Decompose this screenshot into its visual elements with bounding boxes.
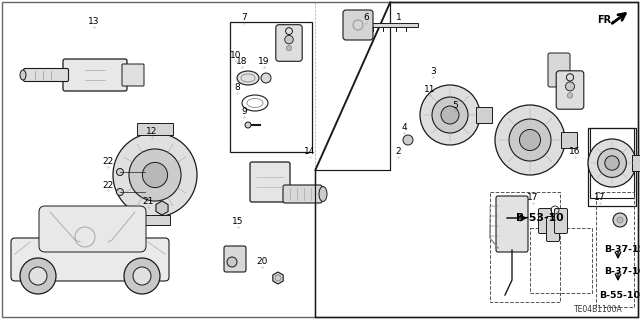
Circle shape (420, 85, 480, 145)
Circle shape (520, 130, 541, 151)
Circle shape (287, 46, 292, 51)
Circle shape (133, 267, 151, 285)
Circle shape (261, 73, 271, 83)
FancyBboxPatch shape (63, 59, 127, 91)
Bar (590, 128, 634, 198)
Circle shape (285, 35, 293, 44)
Circle shape (598, 149, 627, 177)
Text: B-37-16: B-37-16 (604, 268, 640, 277)
Circle shape (495, 105, 565, 175)
Text: 8: 8 (234, 84, 240, 93)
Text: 4: 4 (401, 123, 407, 132)
FancyBboxPatch shape (538, 209, 552, 234)
Text: 22: 22 (102, 158, 114, 167)
Text: FR.: FR. (597, 15, 615, 25)
Text: B-53-10: B-53-10 (516, 213, 564, 223)
Text: 15: 15 (232, 218, 244, 226)
Bar (632, 155, 640, 171)
Text: 18: 18 (236, 57, 248, 66)
Bar (140, 215, 170, 225)
Ellipse shape (237, 71, 259, 85)
Circle shape (617, 217, 623, 223)
Circle shape (588, 139, 636, 187)
FancyBboxPatch shape (276, 25, 302, 61)
FancyBboxPatch shape (548, 53, 570, 87)
Text: 17: 17 (527, 194, 539, 203)
FancyBboxPatch shape (224, 246, 246, 272)
Text: 14: 14 (304, 147, 316, 157)
Text: 7: 7 (241, 13, 247, 23)
Circle shape (227, 257, 237, 267)
Circle shape (567, 93, 573, 98)
Circle shape (432, 97, 468, 133)
Circle shape (613, 213, 627, 227)
Circle shape (605, 156, 620, 170)
Text: 17: 17 (595, 194, 605, 203)
FancyBboxPatch shape (547, 217, 559, 241)
FancyBboxPatch shape (556, 71, 584, 109)
Ellipse shape (20, 70, 26, 80)
FancyBboxPatch shape (343, 10, 373, 40)
FancyBboxPatch shape (24, 69, 68, 81)
Text: 1: 1 (396, 13, 402, 23)
Circle shape (116, 189, 124, 196)
Circle shape (566, 82, 575, 91)
Circle shape (245, 122, 251, 128)
Polygon shape (315, 2, 638, 317)
Text: 13: 13 (88, 18, 100, 26)
Circle shape (29, 267, 47, 285)
Bar (476, 107, 492, 123)
Circle shape (143, 162, 168, 188)
Text: B-37-15: B-37-15 (604, 246, 640, 255)
FancyBboxPatch shape (283, 185, 322, 203)
Circle shape (129, 149, 181, 201)
Bar (530, 228, 592, 293)
Bar (368, 23, 418, 27)
FancyBboxPatch shape (11, 238, 169, 281)
Bar (588, 128, 636, 206)
Bar (596, 192, 634, 307)
Text: 21: 21 (142, 197, 154, 206)
Bar (230, 22, 312, 152)
Bar (490, 192, 560, 302)
Text: 19: 19 (259, 57, 269, 66)
Circle shape (509, 119, 551, 161)
Text: 20: 20 (256, 257, 268, 266)
Circle shape (116, 168, 124, 175)
Circle shape (124, 258, 160, 294)
Text: 3: 3 (430, 68, 436, 77)
Circle shape (113, 133, 197, 217)
FancyBboxPatch shape (39, 206, 146, 252)
Text: 16: 16 (569, 147, 580, 157)
Ellipse shape (319, 187, 327, 202)
Circle shape (20, 258, 56, 294)
FancyBboxPatch shape (496, 196, 528, 252)
FancyBboxPatch shape (250, 162, 290, 202)
Text: 22: 22 (102, 181, 114, 189)
Text: 5: 5 (452, 100, 458, 109)
Bar (561, 132, 577, 148)
Text: 12: 12 (147, 128, 157, 137)
Circle shape (403, 135, 413, 145)
FancyBboxPatch shape (554, 209, 568, 234)
Circle shape (441, 106, 459, 124)
Bar (137, 123, 173, 135)
Text: B-55-10: B-55-10 (600, 291, 640, 300)
Text: TE04B1100A: TE04B1100A (573, 306, 622, 315)
FancyBboxPatch shape (122, 64, 144, 86)
Text: 11: 11 (424, 85, 436, 94)
Text: 2: 2 (395, 147, 401, 157)
Text: 9: 9 (241, 108, 247, 116)
Text: 10: 10 (230, 51, 242, 61)
Text: 6: 6 (363, 13, 369, 23)
